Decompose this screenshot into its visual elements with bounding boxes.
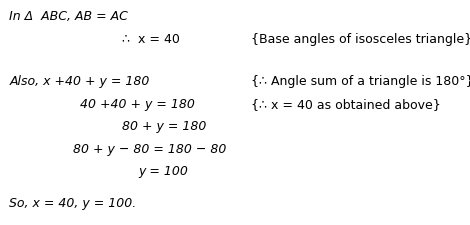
- Text: So, x = 40, y = 100.: So, x = 40, y = 100.: [9, 197, 137, 210]
- Text: 80 + y − 80 = 180 − 80: 80 + y − 80 = 180 − 80: [73, 143, 226, 156]
- Text: 40 +40 + y = 180: 40 +40 + y = 180: [80, 98, 195, 111]
- Text: 80 + y = 180: 80 + y = 180: [122, 120, 207, 133]
- Text: y = 100: y = 100: [139, 165, 188, 178]
- Text: {Base angles of isosceles triangle}: {Base angles of isosceles triangle}: [251, 33, 470, 46]
- Text: {∴ x = 40 as obtained above}: {∴ x = 40 as obtained above}: [251, 98, 441, 111]
- Text: {∴ Angle sum of a triangle is 180°}: {∴ Angle sum of a triangle is 180°}: [251, 75, 470, 88]
- Text: In Δ  ABC, AB = AC: In Δ ABC, AB = AC: [9, 10, 128, 23]
- Text: ∴  x = 40: ∴ x = 40: [122, 33, 180, 46]
- Text: Also, x +40 + y = 180: Also, x +40 + y = 180: [9, 75, 150, 88]
